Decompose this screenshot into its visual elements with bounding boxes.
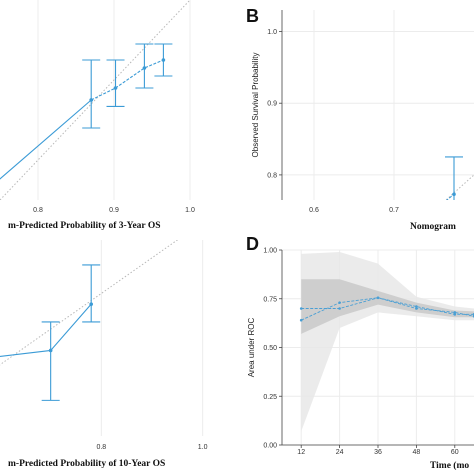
data-point bbox=[113, 86, 118, 90]
panel-c: 0.8 1.0 m-Predicted Probability of 10-Year… bbox=[0, 240, 208, 469]
data-point bbox=[48, 348, 53, 353]
y-tick-label: 0.8 bbox=[267, 172, 277, 179]
y-axis-label: Area under ROC bbox=[247, 317, 256, 377]
x-tick-label: 12 bbox=[297, 449, 305, 456]
x-tick-label: 1.0 bbox=[198, 444, 208, 451]
data-point bbox=[453, 311, 457, 314]
series-line bbox=[301, 297, 474, 321]
ideal-reference-line bbox=[0, 0, 191, 200]
y-axis-label: Observed Survival Probability bbox=[251, 53, 260, 158]
x-tick-label: 24 bbox=[336, 449, 344, 456]
series-line bbox=[0, 303, 92, 357]
y-tick-label: 1.00 bbox=[263, 248, 277, 255]
y-tick-label: 0.9 bbox=[267, 101, 277, 108]
y-tick-label: 0.50 bbox=[263, 345, 277, 352]
x-tick-label: 0.7 bbox=[389, 207, 399, 214]
x-tick-label: 36 bbox=[374, 449, 382, 456]
x-tick-label: 1.0 bbox=[185, 207, 195, 214]
panel-d: 0.00 0.25 0.50 0.75 1.00 12 24 36 48 60 Time (mo Ar… bbox=[246, 234, 474, 471]
y-tick-label: 0.25 bbox=[263, 394, 277, 401]
y-tick-label: 0.75 bbox=[263, 296, 277, 303]
panel-a: 0.8 0.9 1.0 m-Predicted Probability of 3-Ye… bbox=[0, 0, 195, 231]
x-axis-label: Nomogram bbox=[410, 222, 456, 232]
panel-b: 0.8 0.9 1.0 0.6 0.7 Nomogram Observed Survival… bbox=[246, 6, 474, 232]
y-tick-label: 0.00 bbox=[263, 443, 277, 450]
confidence-band-inner bbox=[301, 279, 474, 334]
x-axis-label: m-Predicted Probability of 3-Year OS bbox=[8, 221, 161, 231]
x-axis-label: m-Predicted Probability of 10-Year OS bbox=[8, 459, 165, 469]
y-tick-label: 1.0 bbox=[267, 29, 277, 36]
data-point bbox=[299, 318, 303, 322]
series-line bbox=[0, 99, 92, 180]
x-tick-label: 0.9 bbox=[109, 207, 119, 214]
series-line bbox=[90, 59, 164, 101]
data-point bbox=[415, 307, 418, 310]
x-tick-label: 0.8 bbox=[96, 444, 106, 451]
data-point bbox=[415, 305, 418, 308]
data-point bbox=[376, 296, 380, 300]
data-point bbox=[338, 307, 341, 310]
data-point bbox=[338, 301, 341, 304]
x-tick-label: 48 bbox=[413, 449, 421, 456]
ideal-reference-line bbox=[445, 174, 474, 200]
data-point bbox=[89, 98, 93, 102]
ideal-reference-line bbox=[0, 240, 179, 366]
x-axis-label: Time (mo bbox=[430, 460, 469, 471]
series-line bbox=[301, 297, 474, 317]
x-tick-label: 0.8 bbox=[33, 207, 43, 214]
data-point bbox=[452, 192, 456, 197]
data-point bbox=[299, 307, 303, 310]
data-point bbox=[89, 302, 93, 306]
data-point bbox=[142, 66, 147, 70]
confidence-band-outer bbox=[301, 251, 474, 432]
panel-letter: B bbox=[246, 6, 259, 26]
x-tick-label: 60 bbox=[451, 449, 459, 456]
data-point bbox=[161, 58, 166, 62]
x-tick-label: 0.6 bbox=[309, 207, 319, 214]
data-point bbox=[453, 313, 457, 316]
panel-letter: D bbox=[246, 234, 259, 254]
